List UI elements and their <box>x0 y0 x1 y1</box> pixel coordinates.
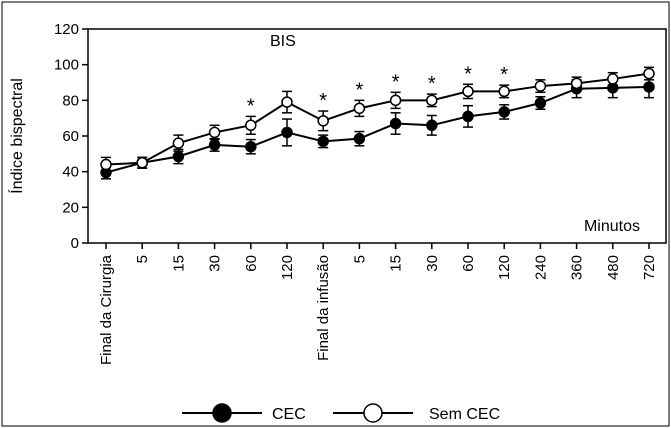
y-axis-label: Índice bispectral <box>7 78 26 194</box>
y-tick-label-5: 100 <box>54 57 79 74</box>
x-tick-label-5: 120 <box>279 255 296 280</box>
point-0-12 <box>534 97 547 109</box>
point-1-4 <box>245 119 257 132</box>
x-tick-label-4: 60 <box>243 255 260 272</box>
x-tick-label-9: 30 <box>424 255 441 272</box>
point-1-6 <box>317 115 329 127</box>
point-1-9 <box>426 94 438 107</box>
point-1-5 <box>281 96 293 108</box>
point-1-11 <box>498 85 510 98</box>
point-0-3 <box>208 139 221 151</box>
point-0-11 <box>498 106 510 118</box>
significance-asterisk-5: * <box>464 63 472 85</box>
point-1-3 <box>208 126 221 139</box>
point-1-8 <box>389 94 402 107</box>
point-1-13 <box>570 77 583 90</box>
significance-asterisk-6: * <box>500 64 508 86</box>
x-tick-label-3: 30 <box>207 255 224 272</box>
x-tick-label-10: 60 <box>460 255 477 272</box>
y-tick-label-1: 20 <box>62 199 79 216</box>
significance-asterisk-4: * <box>428 73 436 95</box>
legend-marker-cec <box>212 403 232 423</box>
x-tick-label-7: 5 <box>351 255 368 263</box>
point-0-6 <box>317 135 329 148</box>
x-tick-label-0: Final da Cirurgia <box>98 254 115 365</box>
y-tick-label-4: 80 <box>62 92 79 109</box>
x-tick-label-11: 120 <box>496 255 513 280</box>
x-tick-label-1: 5 <box>134 255 151 263</box>
series-layer <box>100 66 655 180</box>
x-tick-label-13: 360 <box>569 255 586 280</box>
series-0 <box>100 75 655 180</box>
point-0-9 <box>426 119 438 132</box>
series-line-1 <box>105 72 650 166</box>
series-1 <box>100 66 655 173</box>
point-1-12 <box>534 80 547 92</box>
y-tick-label-2: 40 <box>62 164 79 181</box>
point-1-10 <box>462 85 474 98</box>
point-1-2 <box>172 137 185 149</box>
point-0-10 <box>462 110 474 123</box>
significance-asterisk-0: * <box>247 95 255 117</box>
point-0-8 <box>389 117 402 130</box>
plot-frame <box>87 28 667 244</box>
point-1-7 <box>353 102 366 115</box>
point-0-15 <box>643 81 655 93</box>
x-tick-label-6: Final da infusão <box>315 255 332 361</box>
point-1-0 <box>100 158 112 171</box>
x-tick-label-14: 480 <box>605 255 622 280</box>
point-0-2 <box>172 150 185 163</box>
significance-asterisk-2: * <box>356 79 364 101</box>
point-0-7 <box>353 132 366 145</box>
x-axis-label: Minutos <box>584 218 640 235</box>
significance-asterisk-3: * <box>392 71 400 93</box>
legend-label-cec: CEC <box>272 406 306 423</box>
y-tick-label-0: 0 <box>71 235 79 252</box>
significance-markers: * * * * * * * <box>247 63 508 117</box>
y-tick-label-6: 120 <box>54 21 79 38</box>
legend: CEC Sem CEC <box>182 403 500 423</box>
point-1-15 <box>643 67 655 80</box>
x-tick-label-12: 240 <box>532 255 549 280</box>
point-0-4 <box>245 140 257 153</box>
point-1-1 <box>136 157 148 169</box>
y-tick-label-3: 60 <box>62 128 79 145</box>
point-1-14 <box>607 73 619 85</box>
x-axis: Final da Cirurgia 5 15 30 60 120 Final da infu… <box>98 243 658 365</box>
series-line-0 <box>105 85 650 174</box>
x-tick-label-2: 15 <box>170 255 187 272</box>
y-axis: 0 20 40 60 80 100 120 <box>54 21 88 252</box>
x-tick-label-15: 720 <box>641 255 658 280</box>
x-tick-label-8: 15 <box>388 255 405 272</box>
point-0-5 <box>281 126 293 139</box>
legend-marker-sem-cec <box>363 403 383 423</box>
significance-asterisk-1: * <box>319 90 327 112</box>
chart-title: BIS <box>270 33 296 50</box>
legend-label-sem-cec: Sem CEC <box>429 406 500 423</box>
